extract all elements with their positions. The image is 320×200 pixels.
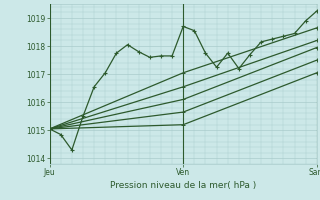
X-axis label: Pression niveau de la mer( hPa ): Pression niveau de la mer( hPa ): [110, 181, 256, 190]
